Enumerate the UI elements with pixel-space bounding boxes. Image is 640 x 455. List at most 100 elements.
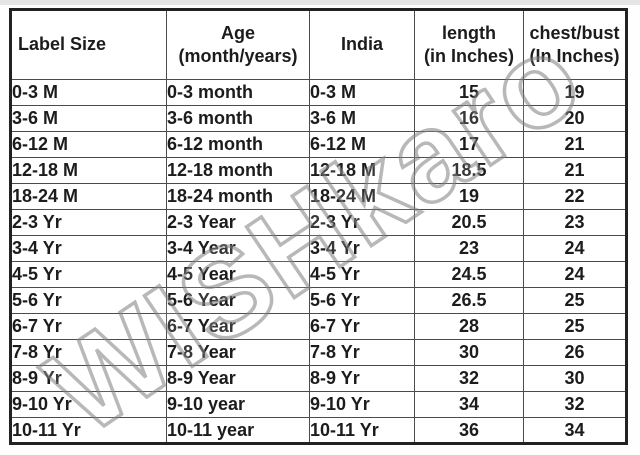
table-cell: 21 (523, 131, 627, 158)
table-row: 0-3 M 0-3 month 0-3 M 15 19 (10, 79, 627, 106)
table-cell: 19 (523, 79, 627, 106)
table-cell: 23 (414, 235, 524, 262)
table-cell: 22 (523, 183, 627, 210)
header-label-line: length (442, 22, 496, 43)
table-cell: 3-4 Yr (10, 235, 167, 262)
table-cell: 0-3 month (166, 79, 310, 106)
table-cell: 16 (414, 105, 524, 132)
table-cell: 4-5 Yr (10, 261, 167, 288)
scan-edge-strip (0, 0, 640, 5)
table-cell: 19 (414, 183, 524, 210)
table-cell: 8-9 Yr (309, 365, 415, 392)
table-cell: 9-10 Yr (309, 391, 415, 418)
table-body: 0-3 M 0-3 month 0-3 M 15 19 3-6 M 3-6 month 3-6… (10, 79, 627, 444)
table-cell: 24 (523, 235, 627, 262)
table-cell: 7-8 Year (166, 339, 310, 366)
table-cell: 24.5 (414, 261, 524, 288)
table-cell: 5-6 Yr (309, 287, 415, 314)
table-row: 2-3 Yr 2-3 Year 2-3 Yr 20.5 23 (10, 209, 627, 236)
table-cell: 32 (414, 365, 524, 392)
table-cell: 24 (523, 261, 627, 288)
table-cell: 17 (414, 131, 524, 158)
table-cell: 26.5 (414, 287, 524, 314)
table-cell: 12-18 M (10, 157, 167, 184)
table-cell: 5-6 Year (166, 287, 310, 314)
table-row: 5-6 Yr 5-6 Year 5-6 Yr 26.5 25 (10, 287, 627, 314)
header-cell-col1: Age (month/years) (166, 9, 310, 80)
header-cell-col2: India (309, 9, 415, 80)
table-cell: 8-9 Year (166, 365, 310, 392)
table-cell: 6-12 month (166, 131, 310, 158)
header-label-line: (in Inches) (423, 46, 514, 66)
table-cell: 0-3 M (309, 79, 415, 106)
table-cell: 6-7 Year (166, 313, 310, 340)
header-label-line: Label Size (18, 34, 107, 55)
table-cell: 6-12 M (10, 131, 167, 158)
table-cell: 34 (414, 391, 524, 418)
table-cell: 2-3 Yr (309, 209, 415, 236)
table-row: 8-9 Yr 8-9 Year 8-9 Yr 32 30 (10, 365, 627, 392)
table-cell: 15 (414, 79, 524, 106)
table-row: 3-6 M 3-6 month 3-6 M 16 20 (10, 105, 627, 132)
table-cell: 18-24 month (166, 183, 310, 210)
table-row: 12-18 M 12-18 month 12-18 M 18.5 21 (10, 157, 627, 184)
table-cell: 10-11 Yr (309, 417, 415, 444)
table-cell: 2-3 Yr (10, 209, 167, 236)
table-cell: 3-4 Yr (309, 235, 415, 262)
table-row: 6-12 M 6-12 month 6-12 M 17 21 (10, 131, 627, 158)
table-cell: 10-11 Yr (10, 417, 167, 444)
table-row: 9-10 Yr 9-10 year 9-10 Yr 34 32 (10, 391, 627, 418)
table-cell: 25 (523, 313, 627, 340)
header-label-line: (month/years) (178, 46, 298, 66)
table-cell: 28 (414, 313, 524, 340)
header-row: Label Size Age (month/years) India length (in… (10, 9, 627, 80)
table-cell: 7-8 Yr (10, 339, 167, 366)
table-cell: 12-18 month (166, 157, 310, 184)
table-cell: 3-6 M (309, 105, 415, 132)
table-cell: 10-11 year (166, 417, 310, 444)
table-cell: 6-7 Yr (10, 313, 167, 340)
header-cell-col0: Label Size (10, 9, 167, 80)
header-label-line: chest/bust (529, 22, 620, 43)
table-cell: 5-6 Yr (10, 287, 167, 314)
table-cell: 3-4 Year (166, 235, 310, 262)
table-cell: 26 (523, 339, 627, 366)
table-cell: 3-6 month (166, 105, 310, 132)
table-cell: 12-18 M (309, 157, 415, 184)
table-cell: 36 (414, 417, 524, 444)
table-cell: 8-9 Yr (10, 365, 167, 392)
table-cell: 4-5 Year (166, 261, 310, 288)
header-cell-col3: length (in Inches) (414, 9, 524, 80)
table-cell: 2-3 Year (166, 209, 310, 236)
table-cell: 30 (523, 365, 627, 392)
table-cell: 32 (523, 391, 627, 418)
table-cell: 6-7 Yr (309, 313, 415, 340)
table-row: 4-5 Yr 4-5 Year 4-5 Yr 24.5 24 (10, 261, 627, 288)
table-cell: 18-24 M (10, 183, 167, 210)
table-cell: 0-3 M (10, 79, 167, 106)
table-row: 10-11 Yr 10-11 year 10-11 Yr 36 34 (10, 417, 627, 444)
size-chart-table: Label Size Age (month/years) India length (in… (9, 8, 628, 445)
table-cell: 9-10 year (166, 391, 310, 418)
table-row: 3-4 Yr 3-4 Year 3-4 Yr 23 24 (10, 235, 627, 262)
header-label-line: (In Inches) (529, 46, 620, 66)
table-cell: 25 (523, 287, 627, 314)
table-cell: 4-5 Yr (309, 261, 415, 288)
table-cell: 23 (523, 209, 627, 236)
table-cell: 7-8 Yr (309, 339, 415, 366)
table-cell: 34 (523, 417, 627, 444)
table-cell: 6-12 M (309, 131, 415, 158)
header-cell-col4: chest/bust (In Inches) (523, 9, 627, 80)
table-cell: 18.5 (414, 157, 524, 184)
table-cell: 20 (523, 105, 627, 132)
table-cell: 18-24 M (309, 183, 415, 210)
header-label-line: India (340, 34, 383, 55)
table-cell: 9-10 Yr (10, 391, 167, 418)
table-row: 18-24 M 18-24 month 18-24 M 19 22 (10, 183, 627, 210)
table-cell: 30 (414, 339, 524, 366)
header-label-line: Age (220, 22, 255, 43)
table-cell: 20.5 (414, 209, 524, 236)
table-row: 7-8 Yr 7-8 Year 7-8 Yr 30 26 (10, 339, 627, 366)
table-cell: 3-6 M (10, 105, 167, 132)
